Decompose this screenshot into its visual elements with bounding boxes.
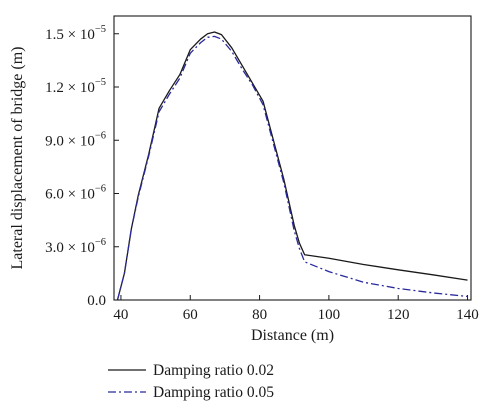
y-tick-exponent-3: −6: [95, 130, 106, 141]
x-tick-label-3: 100: [318, 307, 341, 323]
x-tick-label-2: 80: [252, 307, 267, 323]
y-tick-mantissa-0: 0.0: [87, 293, 106, 309]
series-layer: [116, 31, 468, 301]
x-tick-label-1: 60: [183, 307, 198, 323]
y-tick-exponent-5: −5: [95, 24, 106, 35]
y-tick-exponent-4: −5: [95, 77, 106, 88]
y-tick-mantissa-4: 1.2: [45, 80, 64, 96]
legend-label-1: Damping ratio 0.05: [153, 384, 274, 401]
y-tick-mantissa-2: 6.0: [45, 187, 64, 203]
y-tick-mantissa-3: 9.0: [45, 133, 64, 149]
y-tick-label-5: 1.5 × 10−5: [45, 24, 106, 43]
series-line-0: [116, 31, 468, 301]
y-tick-label-0: 0.0: [87, 293, 106, 309]
y-tick-base-5: 10: [80, 27, 95, 43]
y-tick-times-3: ×: [64, 133, 80, 149]
y-tick-base-3: 10: [80, 133, 95, 149]
y-tick-exponent-2: −6: [95, 184, 106, 195]
y-tick-times-1: ×: [64, 240, 80, 256]
x-tick-label-5: 140: [456, 307, 479, 323]
y-tick-times-2: ×: [64, 187, 80, 203]
series-line-1: [116, 35, 468, 301]
y-tick-label-1: 3.0 × 10−6: [45, 237, 106, 256]
y-tick-labels: 0.03.0 × 10−66.0 × 10−69.0 × 10−61.2 × 1…: [45, 24, 106, 309]
y-tick-label-4: 1.2 × 10−5: [45, 77, 106, 96]
y-tick-base-2: 10: [80, 187, 95, 203]
plot-frame: [113, 15, 472, 301]
y-tick-label-3: 9.0 × 10−6: [45, 130, 106, 149]
x-axis-label: Distance (m): [251, 327, 334, 344]
y-tick-mantissa-5: 1.5: [45, 27, 64, 43]
y-tick-exponent-1: −6: [95, 237, 106, 248]
y-tick-base-4: 10: [80, 80, 95, 96]
axis-ticks: [114, 33, 469, 301]
y-tick-times-4: ×: [64, 80, 80, 96]
y-tick-mantissa-1: 3.0: [45, 240, 64, 256]
y-tick-times-5: ×: [64, 27, 80, 43]
x-tick-label-4: 120: [387, 307, 410, 323]
x-tick-labels: 40 60 80 100 120 140: [113, 307, 478, 323]
y-axis-label: Lateral displacement of bridge (m): [9, 46, 26, 269]
x-tick-label-0: 40: [113, 307, 128, 323]
legend: Damping ratio 0.02 Damping ratio 0.05: [108, 362, 274, 401]
legend-item-1: Damping ratio 0.05: [108, 384, 274, 401]
y-tick-base-1: 10: [80, 240, 95, 256]
legend-item-0: Damping ratio 0.02: [108, 362, 274, 379]
legend-label-0: Damping ratio 0.02: [153, 362, 274, 379]
y-tick-label-2: 6.0 × 10−6: [45, 184, 106, 203]
